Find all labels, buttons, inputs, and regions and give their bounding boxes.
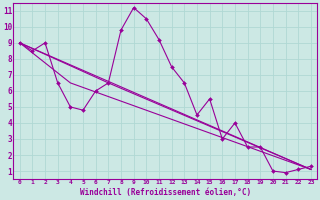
X-axis label: Windchill (Refroidissement éolien,°C): Windchill (Refroidissement éolien,°C)	[80, 188, 251, 197]
